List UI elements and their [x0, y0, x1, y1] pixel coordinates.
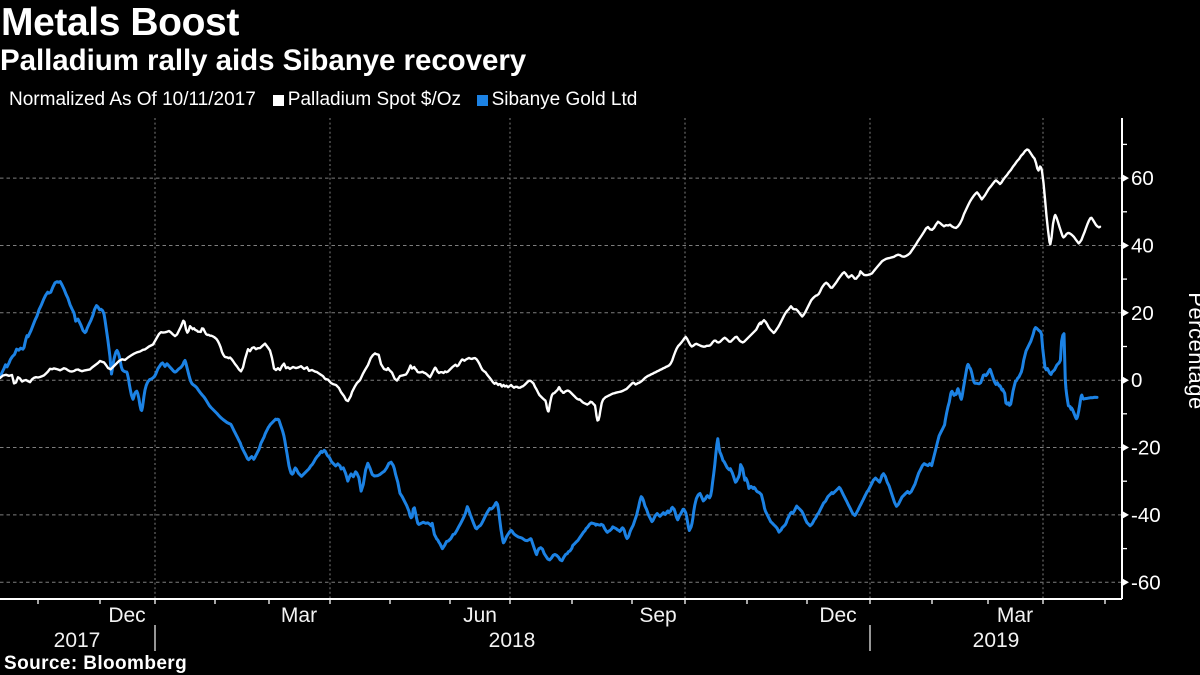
svg-text:Jun: Jun	[463, 604, 497, 627]
svg-text:-40: -40	[1131, 504, 1161, 527]
svg-text:60: 60	[1131, 167, 1154, 190]
svg-text:Mar: Mar	[997, 604, 1033, 627]
svg-text:40: 40	[1131, 235, 1154, 258]
svg-text:Sep: Sep	[639, 604, 676, 627]
svg-text:20: 20	[1131, 302, 1154, 325]
svg-text:2017: 2017	[54, 629, 101, 652]
svg-text:0: 0	[1131, 369, 1142, 392]
svg-text:2019: 2019	[973, 629, 1020, 652]
svg-text:-20: -20	[1131, 437, 1161, 460]
svg-text:-60: -60	[1131, 571, 1161, 594]
svg-text:Mar: Mar	[281, 604, 317, 627]
svg-text:Dec: Dec	[108, 604, 145, 627]
svg-text:Percentage: Percentage	[1184, 292, 1200, 410]
svg-text:Dec: Dec	[819, 604, 856, 627]
svg-text:2018: 2018	[489, 629, 536, 652]
